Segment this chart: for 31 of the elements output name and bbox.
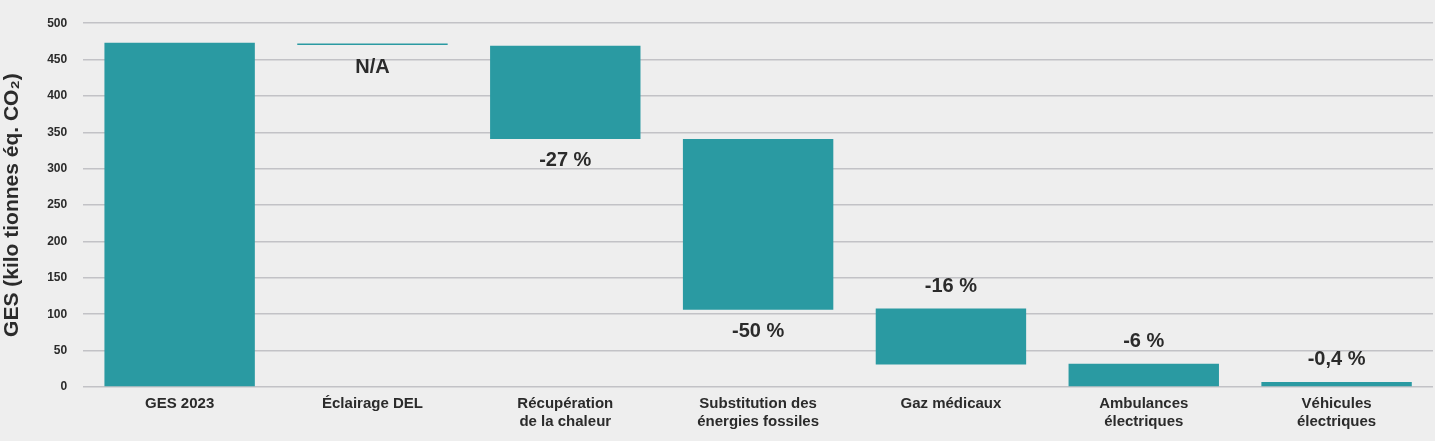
x-tick-label: Substitution des énergies fossiles xyxy=(697,394,819,430)
annotation: N/A xyxy=(355,54,390,77)
annotation: -27 % xyxy=(539,148,592,171)
bar xyxy=(490,45,641,139)
y-tick-label: 500 xyxy=(47,15,68,30)
x-tick-label: Ambulances électriques xyxy=(1099,394,1189,430)
x-tick-label: Récupération de la chaleur xyxy=(517,394,614,430)
y-tick-label: 350 xyxy=(47,124,68,139)
annotation: -0,4 % xyxy=(1307,347,1366,370)
y-tick-label: 150 xyxy=(47,270,68,285)
y-tick-label: 0 xyxy=(60,379,68,394)
y-tick-label: 250 xyxy=(47,197,68,212)
annotation: -50 % xyxy=(731,319,785,342)
x-tick-label: Véhicules électriques xyxy=(1296,394,1377,430)
x-tick-label: Gaz médicaux xyxy=(900,394,1003,412)
y-tick-label: 450 xyxy=(47,51,68,66)
x-tick-label: Éclairage DEL xyxy=(322,394,423,412)
y-tick-label: 200 xyxy=(47,233,68,248)
annotation: -6 % xyxy=(1123,329,1165,352)
y-tick-label: 400 xyxy=(47,88,68,103)
bar xyxy=(875,308,1027,365)
bar xyxy=(104,42,255,387)
y-tick-label: 50 xyxy=(53,342,68,357)
bar xyxy=(1261,381,1412,387)
annotation: -16 % xyxy=(924,273,978,296)
y-tick-label: 300 xyxy=(47,161,68,176)
y-axis-title: GES (kilo tionnes éq. CO₂) xyxy=(0,73,23,337)
y-tick-label: 100 xyxy=(47,306,68,321)
bar xyxy=(682,138,834,310)
bar xyxy=(1068,363,1219,387)
x-tick-label: GES 2023 xyxy=(145,394,215,412)
